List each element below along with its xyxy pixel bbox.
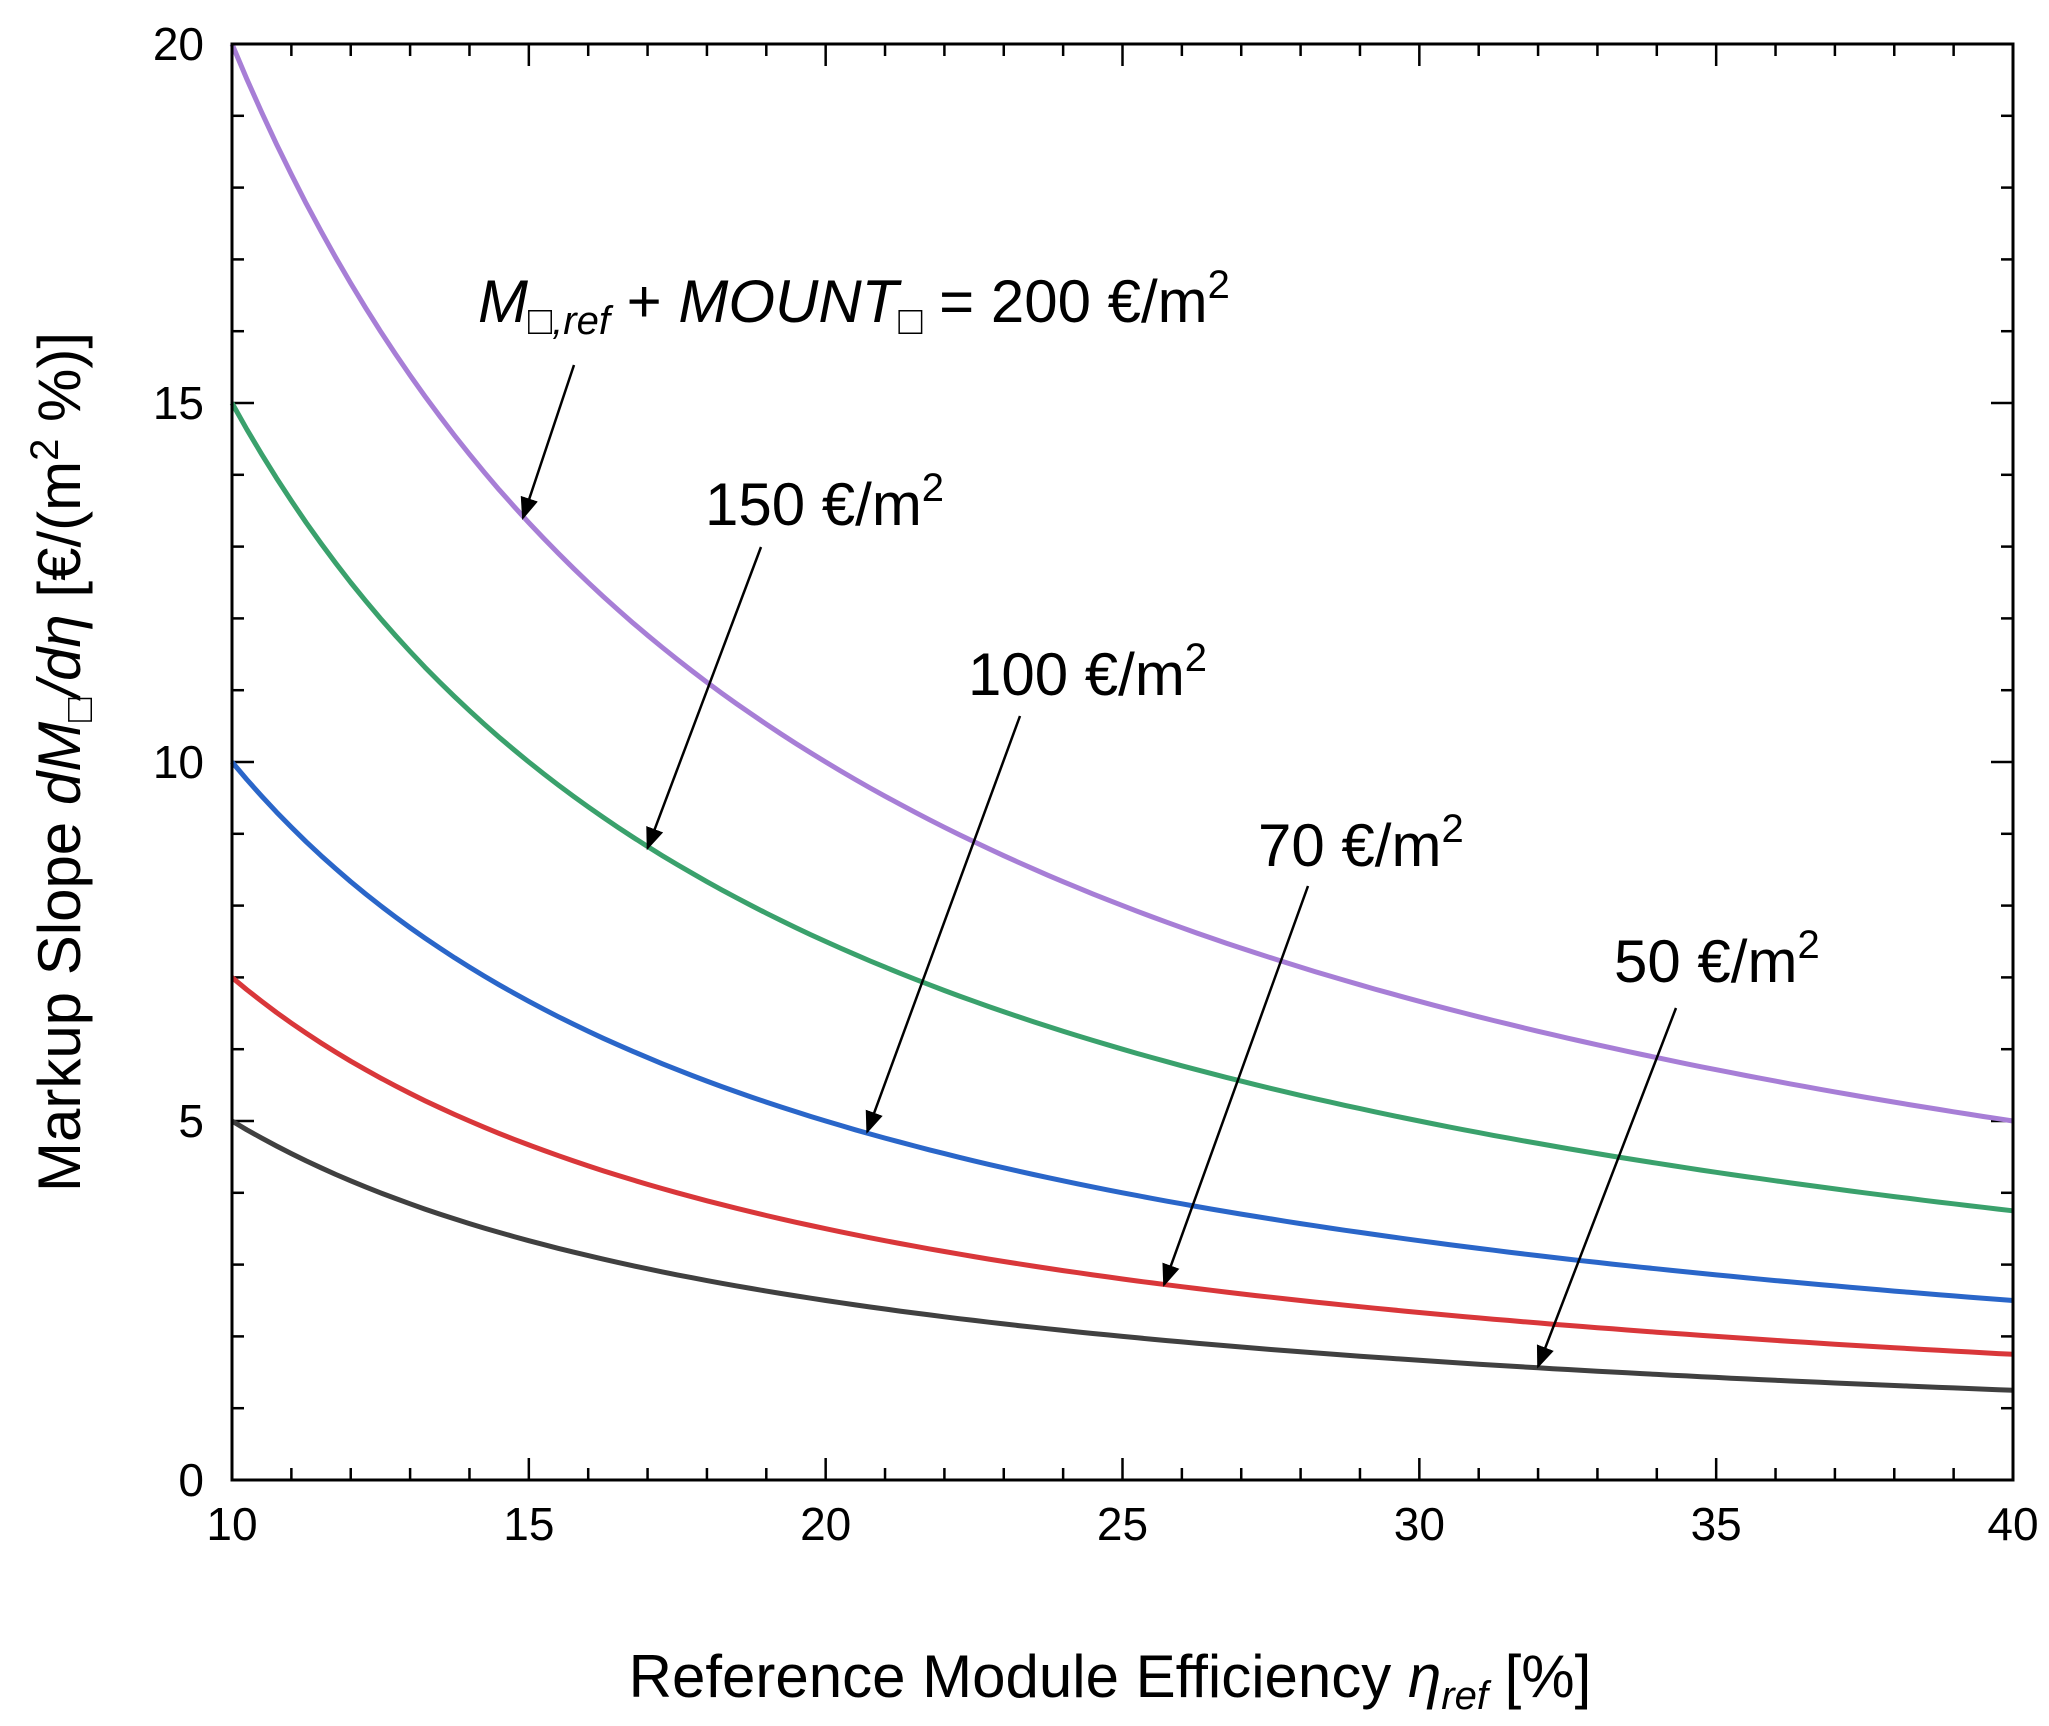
- annotation-100-text: 100 €/m: [968, 641, 1185, 708]
- x-axis-title: Reference Module Efficiency ηref [%]: [629, 1643, 1592, 1718]
- series-line-50: [230, 1118, 2014, 1393]
- y-axis-box: □: [57, 698, 101, 722]
- annotation-150-text: 150 €/m: [705, 471, 922, 538]
- y-axis-title: Markup Slope dM□/dη [€/(m2 %)]: [23, 332, 101, 1192]
- y-tick-label: 5: [178, 1095, 204, 1147]
- y-tick-label: 15: [153, 377, 204, 429]
- y-axis-slash-deta: /dη: [26, 614, 93, 701]
- y-tick-label: 10: [153, 736, 204, 788]
- major-ticks: [230, 42, 2015, 1482]
- x-axis-subscript: ref: [1441, 1674, 1492, 1718]
- annotation-200-mount: MOUNT: [678, 268, 902, 335]
- x-tick-labels: 10 15 20 25 30 35 40: [206, 1498, 2038, 1550]
- x-axis-unit: [%]: [1505, 1643, 1592, 1710]
- annotation-70: 70 €/m2: [1258, 807, 1464, 879]
- series-layer: [229, 43, 2014, 1393]
- annotation-arrow-1: [646, 546, 763, 851]
- annotation-200-value: = 200 €/m: [922, 268, 1207, 335]
- series-line-100: [230, 760, 2014, 1303]
- y-axis-unit: [€/(m: [26, 461, 93, 598]
- annotation-arrow-4: [1536, 1007, 1678, 1369]
- series-line-200: [229, 43, 2014, 1124]
- y-axis-symbol: dM: [26, 722, 93, 805]
- annotation-arrow-2: [865, 715, 1022, 1134]
- y-tick-labels: 0 5 10 15 20: [153, 18, 204, 1506]
- annotation-100: 100 €/m2: [968, 636, 1207, 708]
- x-tick-label: 20: [800, 1498, 851, 1550]
- annotation-70-sup: 2: [1441, 807, 1463, 851]
- y-axis-unit-end: %)]: [26, 332, 93, 422]
- y-axis-unit-sup: 2: [23, 439, 67, 461]
- annotation-200-sub: ,ref: [552, 299, 614, 343]
- x-tick-label: 25: [1097, 1498, 1148, 1550]
- annotation-arrow-0: [520, 364, 576, 521]
- y-axis-title-prefix: Markup Slope: [26, 822, 93, 1192]
- y-tick-label: 0: [178, 1454, 204, 1506]
- x-tick-label: 40: [1987, 1498, 2038, 1550]
- x-tick-label: 10: [206, 1498, 257, 1550]
- arrows-layer: [520, 364, 1678, 1369]
- minor-ticks: [232, 44, 2013, 1480]
- annotation-50: 50 €/m2: [1614, 923, 1820, 995]
- annotation-200-mount-box: □: [898, 299, 922, 343]
- y-tick-label: 20: [153, 18, 204, 70]
- annotation-50-text: 50 €/m: [1614, 928, 1797, 995]
- annotation-200-sup: 2: [1208, 263, 1230, 307]
- annotation-200: M□,ref + MOUNT□ = 200 €/m2: [478, 263, 1230, 343]
- x-tick-label: 35: [1691, 1498, 1742, 1550]
- x-tick-label: 15: [503, 1498, 554, 1550]
- annotation-arrow-3: [1162, 885, 1310, 1287]
- plot-frame: [230, 42, 2015, 1482]
- series-line-70: [230, 975, 2014, 1357]
- annotation-150-sup: 2: [922, 466, 944, 510]
- annotation-200-box: □: [528, 299, 552, 343]
- x-tick-label: 30: [1394, 1498, 1445, 1550]
- annotation-70-text: 70 €/m: [1258, 812, 1441, 879]
- x-axis-symbol: η: [1408, 1643, 1441, 1710]
- annotation-50-sup: 2: [1797, 923, 1819, 967]
- annotation-200-m: M: [478, 268, 528, 335]
- x-axis-title-text: Reference Module Efficiency: [629, 1643, 1392, 1710]
- annotation-200-plus: +: [610, 268, 678, 335]
- annotation-150: 150 €/m2: [705, 466, 944, 538]
- series-line-150: [229, 401, 2014, 1214]
- annotation-100-sup: 2: [1185, 636, 1207, 680]
